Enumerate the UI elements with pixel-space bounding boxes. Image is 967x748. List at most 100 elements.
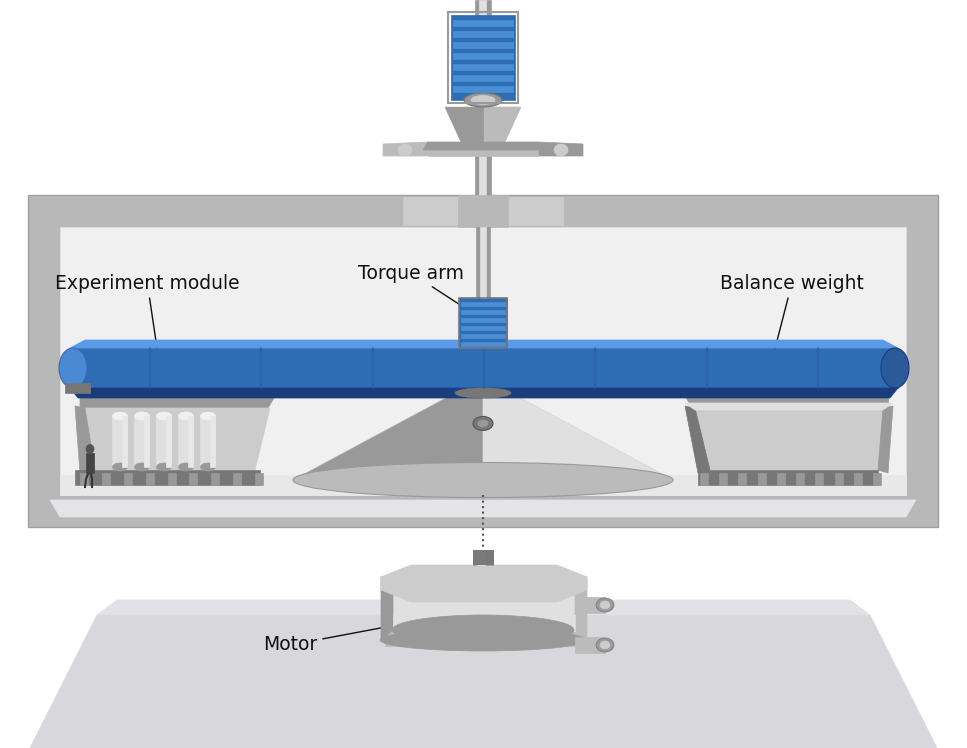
Polygon shape	[451, 15, 515, 100]
Polygon shape	[97, 600, 870, 615]
Bar	[739, 473, 747, 485]
Text: Experiment module: Experiment module	[55, 274, 240, 365]
Polygon shape	[445, 107, 521, 142]
Polygon shape	[381, 577, 393, 640]
Bar	[112, 416, 127, 467]
Ellipse shape	[86, 444, 94, 453]
Polygon shape	[50, 500, 916, 517]
Polygon shape	[483, 393, 673, 480]
Bar	[873, 473, 881, 485]
Polygon shape	[80, 413, 265, 465]
Bar	[453, 42, 513, 48]
Polygon shape	[293, 393, 673, 480]
Bar	[211, 473, 220, 485]
Bar	[796, 473, 805, 485]
Ellipse shape	[881, 348, 909, 388]
Ellipse shape	[478, 420, 488, 427]
Bar	[461, 326, 505, 330]
Bar	[144, 416, 149, 467]
Text: Torque arm: Torque arm	[358, 263, 485, 322]
Bar	[575, 637, 605, 653]
Ellipse shape	[455, 388, 511, 398]
Bar	[480, 227, 486, 298]
Polygon shape	[30, 615, 937, 748]
Bar	[167, 473, 175, 485]
Bar	[461, 302, 505, 306]
Polygon shape	[65, 383, 90, 393]
Ellipse shape	[600, 641, 610, 649]
Bar	[122, 416, 127, 467]
Ellipse shape	[473, 417, 493, 430]
Bar	[428, 142, 538, 156]
Ellipse shape	[600, 601, 610, 609]
Bar	[156, 416, 171, 467]
Bar	[479, 0, 486, 227]
Ellipse shape	[554, 144, 568, 156]
Text: Balance weight: Balance weight	[720, 274, 864, 365]
Bar	[166, 416, 171, 467]
Bar	[134, 416, 149, 467]
Polygon shape	[695, 413, 888, 465]
Bar	[453, 31, 513, 37]
Bar	[210, 416, 215, 467]
Bar	[459, 298, 507, 348]
Bar	[453, 20, 513, 26]
Bar	[403, 197, 563, 225]
Polygon shape	[293, 393, 483, 480]
Ellipse shape	[134, 412, 150, 420]
Polygon shape	[695, 408, 883, 470]
Polygon shape	[393, 577, 575, 630]
Bar	[200, 416, 215, 467]
Ellipse shape	[157, 412, 171, 420]
Bar	[476, 227, 490, 298]
Polygon shape	[445, 107, 483, 142]
Ellipse shape	[200, 412, 216, 420]
Ellipse shape	[134, 463, 150, 471]
Bar	[458, 195, 508, 227]
Ellipse shape	[179, 412, 193, 420]
Polygon shape	[75, 470, 260, 485]
Bar	[477, 550, 485, 565]
Polygon shape	[393, 615, 575, 630]
Ellipse shape	[112, 463, 128, 471]
Ellipse shape	[179, 463, 193, 471]
Bar	[233, 473, 241, 485]
Bar	[80, 473, 88, 485]
Polygon shape	[878, 406, 893, 473]
Polygon shape	[383, 142, 428, 156]
Polygon shape	[80, 388, 280, 413]
Polygon shape	[381, 565, 587, 602]
Ellipse shape	[464, 93, 502, 107]
Bar	[575, 597, 605, 613]
Bar	[473, 550, 493, 565]
Bar	[461, 342, 505, 346]
Bar	[453, 53, 513, 59]
Bar	[190, 473, 197, 485]
Bar	[453, 64, 513, 70]
Bar	[453, 75, 513, 81]
Polygon shape	[685, 403, 893, 410]
Bar	[815, 473, 823, 485]
Ellipse shape	[200, 463, 216, 471]
Polygon shape	[85, 408, 270, 470]
Bar	[453, 86, 513, 92]
Bar	[758, 473, 766, 485]
Ellipse shape	[112, 412, 128, 420]
Polygon shape	[385, 632, 583, 646]
Ellipse shape	[380, 629, 586, 651]
Bar	[459, 298, 507, 348]
Bar	[146, 473, 154, 485]
Bar	[719, 473, 727, 485]
Bar	[854, 473, 862, 485]
Polygon shape	[538, 142, 583, 156]
Ellipse shape	[293, 462, 673, 497]
Polygon shape	[698, 470, 878, 485]
Text: Motor: Motor	[263, 621, 421, 654]
Bar	[178, 416, 193, 467]
Bar	[777, 473, 785, 485]
Bar	[102, 473, 110, 485]
Polygon shape	[60, 475, 906, 495]
Polygon shape	[70, 340, 898, 348]
Bar	[188, 416, 193, 467]
Polygon shape	[423, 142, 543, 150]
